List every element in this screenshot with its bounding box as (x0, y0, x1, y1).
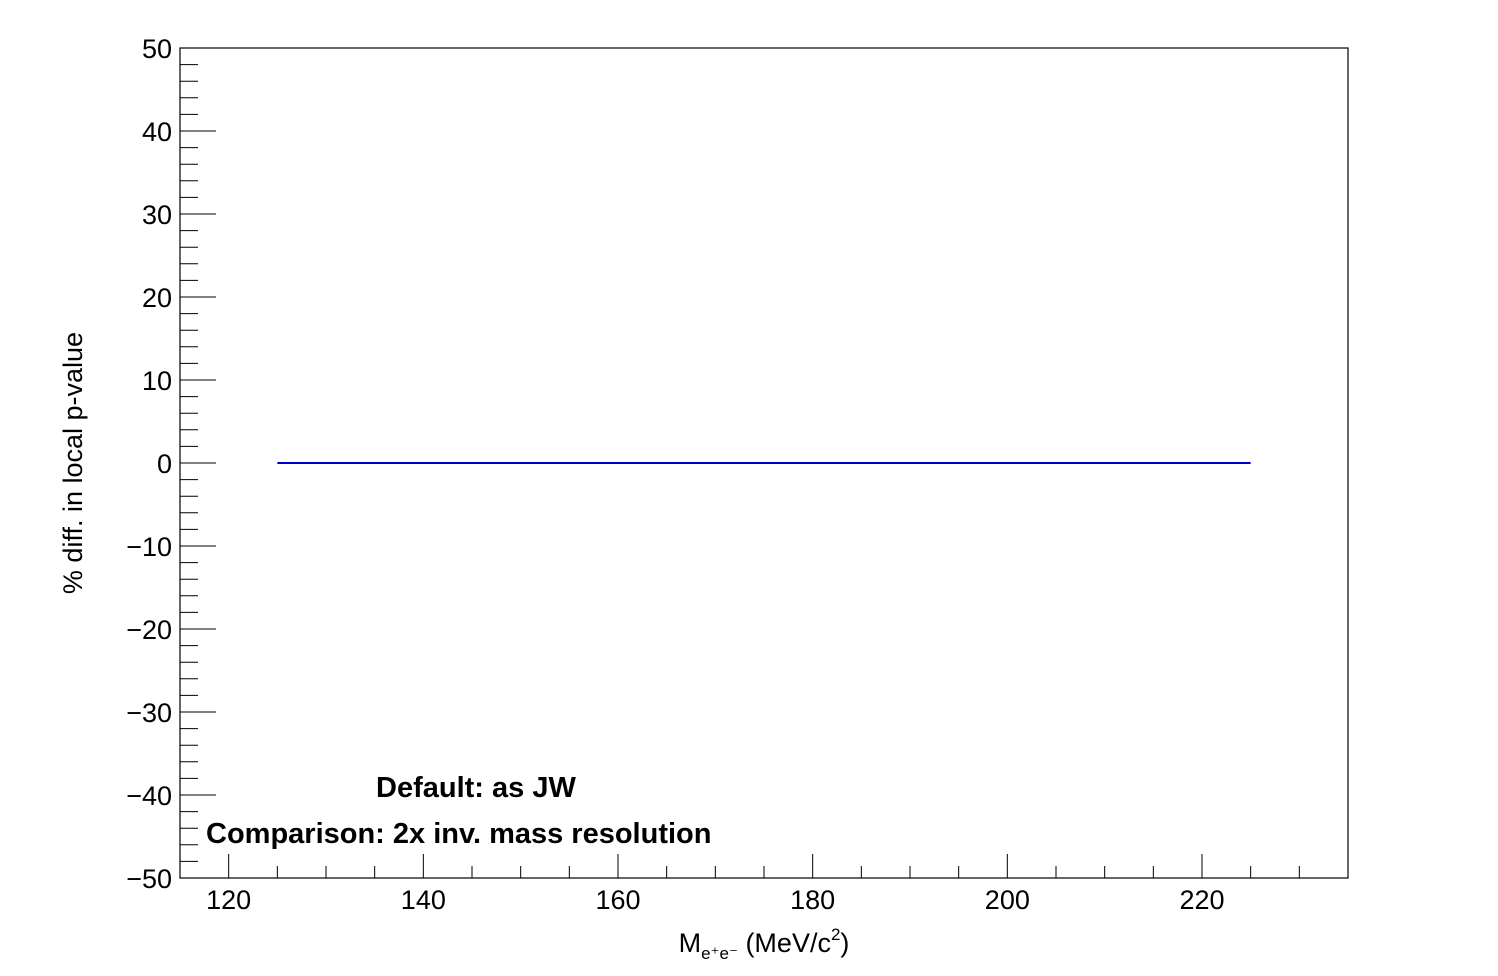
x-tick-label: 220 (1179, 885, 1224, 915)
y-tick-label: 10 (142, 366, 172, 396)
x-axis-title-unit: (MeV/c (738, 928, 831, 958)
x-axis-title: Me⁺e⁻ (MeV/c2) (679, 925, 850, 963)
y-tick-label: 20 (142, 283, 172, 313)
annotation-comparison: Comparison: 2x inv. mass resolution (206, 818, 711, 850)
y-tick-label: −40 (126, 781, 172, 811)
x-axis-title-close: ) (840, 928, 849, 958)
y-tick-label: 0 (157, 449, 172, 479)
x-axis-title-superscript: 2 (831, 925, 840, 944)
x-tick-label: 120 (206, 885, 251, 915)
y-tick-label: 40 (142, 117, 172, 147)
x-tick-label: 160 (595, 885, 640, 915)
x-axis-title-subscript: e⁺e⁻ (701, 944, 738, 963)
y-tick-label: −30 (126, 698, 172, 728)
y-tick-label: 30 (142, 200, 172, 230)
x-axis: 120 140 160 180 200 220 (179, 854, 1349, 915)
y-tick-label: 50 (142, 34, 172, 64)
y-tick-label: −50 (126, 864, 172, 894)
x-axis-title-main: M (679, 928, 702, 958)
y-tick-label: −10 (126, 532, 172, 562)
x-tick-label: 140 (401, 885, 446, 915)
x-tick-label: 180 (790, 885, 835, 915)
y-axis-title: % diff. in local p-value (58, 332, 88, 594)
annotation-default: Default: as JW (376, 772, 576, 804)
y-axis: −50 −40 −30 −20 −10 0 10 20 30 40 50 (126, 34, 216, 894)
x-tick-label: 200 (985, 885, 1030, 915)
y-tick-label: −20 (126, 615, 172, 645)
